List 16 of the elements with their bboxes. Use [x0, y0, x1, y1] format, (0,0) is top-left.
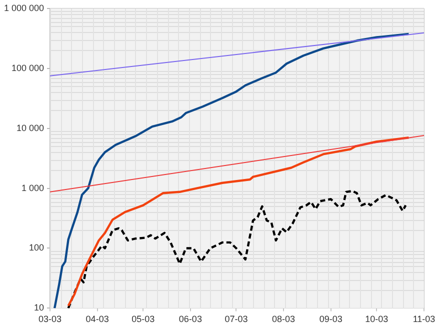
x-tick-label: 05-03 — [132, 314, 155, 324]
x-tick-label: 09-03 — [319, 314, 342, 324]
x-tick-label: 10-03 — [365, 314, 388, 324]
y-tick-label: 100 000 — [11, 62, 44, 73]
y-tick-label: 10 — [34, 302, 44, 313]
x-tick-label: 08-03 — [272, 314, 296, 324]
x-tick-label: 03-03 — [38, 314, 62, 324]
x-tick-label: 04-03 — [86, 314, 109, 324]
x-tick-label: 11-03 — [412, 314, 436, 324]
y-tick-label: 1 000 000 — [4, 2, 44, 13]
y-tick-label: 100 — [28, 242, 44, 253]
y-tick-label: 10 000 — [16, 122, 44, 133]
y-tick-label: 1 000 — [21, 182, 44, 193]
line-series — [67, 190, 407, 308]
x-tick-label: 07-03 — [224, 314, 248, 324]
x-tick-label: 06-03 — [178, 314, 202, 324]
